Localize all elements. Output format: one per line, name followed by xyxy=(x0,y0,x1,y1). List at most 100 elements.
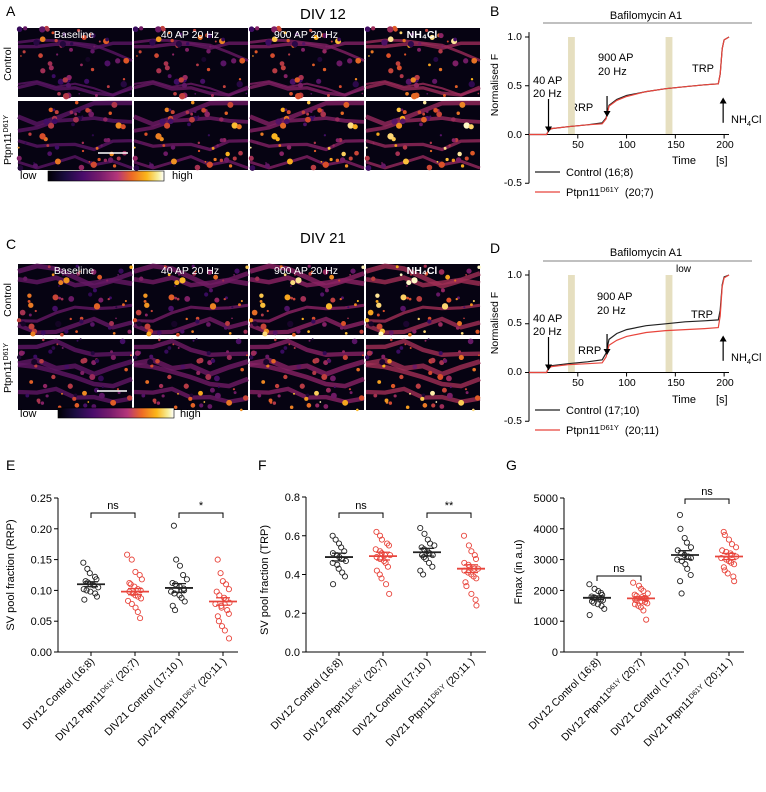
panel-c-bouton xyxy=(110,354,116,361)
panel-c-bouton xyxy=(431,403,436,408)
panel-c-bouton xyxy=(28,313,32,317)
panel-a-bouton xyxy=(278,144,282,147)
panel-b-xtick-150: 150 xyxy=(667,139,685,151)
panel-a-bouton xyxy=(103,117,108,122)
panel-c-bouton xyxy=(226,350,229,354)
panel-a-bouton xyxy=(46,144,50,147)
panel-a-bouton xyxy=(272,68,278,74)
panel-c-title: DIV 21 xyxy=(300,230,346,247)
panel-c-bouton xyxy=(214,297,220,303)
panel-a-dendrite xyxy=(365,139,481,152)
panel-a-bouton xyxy=(322,161,329,168)
panel-c-bouton xyxy=(28,302,34,308)
panel-a-bouton xyxy=(429,34,435,40)
panel-c-bouton xyxy=(344,332,348,335)
panel-a-bouton xyxy=(56,53,59,56)
panel-a-bouton xyxy=(455,157,462,163)
panel-c-bouton xyxy=(312,370,317,375)
panel-a-bouton xyxy=(220,60,227,67)
panel-c-bouton xyxy=(260,313,264,317)
panel-c-bouton xyxy=(322,269,329,275)
panel-c-bouton xyxy=(342,354,348,361)
panel-c-bouton xyxy=(73,393,78,398)
panel-a-bouton xyxy=(368,55,370,57)
panel-a-bouton xyxy=(170,38,174,43)
panel-a-bouton xyxy=(16,155,22,161)
panel-a-bouton xyxy=(283,74,288,79)
panel-a-bouton xyxy=(286,145,292,150)
panel-a-bouton xyxy=(73,116,79,123)
panel-a-bouton xyxy=(271,133,278,140)
panel-a-bouton xyxy=(164,122,171,129)
panel-a-bouton xyxy=(341,151,346,157)
panel-a-bouton xyxy=(238,150,243,156)
panel-a-tile-r2-c3 xyxy=(248,100,365,171)
panel-a-bouton xyxy=(164,107,170,113)
panel-c-bouton xyxy=(34,364,38,368)
panel-a-bouton xyxy=(312,63,315,67)
panel-c-bouton xyxy=(68,296,75,302)
panel-g-ytick-label: 4000 xyxy=(534,524,558,536)
panel-a-bouton xyxy=(364,155,370,161)
panel-d-legend-control: Control (17;10) xyxy=(566,405,639,417)
panel-c-bouton xyxy=(64,364,70,370)
panel-c-bouton xyxy=(67,383,73,389)
panel-a-bouton xyxy=(470,77,474,81)
panel-a-bouton xyxy=(94,93,98,97)
panel-e-plot: 0.00 0.05 0.10 0.15 0.20 0.25 DIV12 Control (1… xyxy=(21,493,238,749)
panel-f-data-point xyxy=(417,524,424,532)
panel-a-bouton xyxy=(277,27,282,32)
panel-a-dendrite xyxy=(133,139,249,152)
panel-a-bouton xyxy=(249,165,256,171)
panel-e-data-point xyxy=(137,615,144,622)
panel-c-bouton xyxy=(180,329,185,334)
panel-c-bouton xyxy=(455,297,458,301)
panel-d-arrow-900ap-head xyxy=(603,348,611,355)
panel-c-bouton xyxy=(63,277,70,284)
panel-a-bouton xyxy=(52,108,56,112)
panel-c-bouton xyxy=(245,265,249,270)
panel-f-data-point xyxy=(385,542,392,549)
panel-c-bouton xyxy=(196,370,201,375)
panel-c-bouton xyxy=(361,265,365,270)
panel-c-dendrite xyxy=(133,271,249,288)
panel-c-bouton xyxy=(460,332,464,335)
panel-a-bouton xyxy=(23,26,28,31)
panel-c-bouton xyxy=(449,386,452,389)
panel-e-data-point xyxy=(92,590,99,597)
panel-g-data-point xyxy=(731,578,738,585)
panel-c-bouton xyxy=(205,374,212,380)
panel-c-bouton xyxy=(405,405,410,410)
panel-a-bouton xyxy=(387,36,394,43)
panel-a-bouton xyxy=(224,111,228,115)
panel-a-bouton xyxy=(17,165,24,171)
panel-a-bouton xyxy=(219,117,224,122)
panel-c-bouton xyxy=(342,350,345,354)
panel-a-bouton xyxy=(204,111,211,118)
panel-c-bouton xyxy=(311,338,314,341)
panel-b-mutant-trace xyxy=(529,36,730,136)
panel-a-bouton xyxy=(84,78,90,84)
panel-c-bouton xyxy=(409,346,412,349)
panel-c-bouton xyxy=(367,309,374,316)
panel-c-bouton xyxy=(207,404,213,409)
panel-c-bouton xyxy=(373,393,378,398)
panel-c-bouton xyxy=(445,274,451,280)
panel-c-bouton xyxy=(90,322,95,327)
panel-c-bouton xyxy=(260,323,267,330)
panel-c-bouton xyxy=(167,374,172,380)
panel-c-bouton xyxy=(443,358,448,363)
panel-c-bouton xyxy=(223,326,228,330)
panel-g-data-point xyxy=(733,544,740,551)
panel-c-bouton xyxy=(79,338,82,341)
panel-a-tile-r2-c2 xyxy=(132,100,249,171)
panel-c-bouton xyxy=(76,271,81,276)
panel-a-bouton xyxy=(322,49,327,54)
panel-d-ann-40ap: 40 AP xyxy=(533,313,562,325)
panel-e-data-point xyxy=(225,610,232,617)
panel-c-bouton xyxy=(406,296,410,300)
panel-e-letter: E xyxy=(6,457,15,473)
panel-c-bouton xyxy=(384,398,389,403)
panel-c-bouton xyxy=(361,354,364,357)
panel-a-bouton xyxy=(451,138,456,143)
